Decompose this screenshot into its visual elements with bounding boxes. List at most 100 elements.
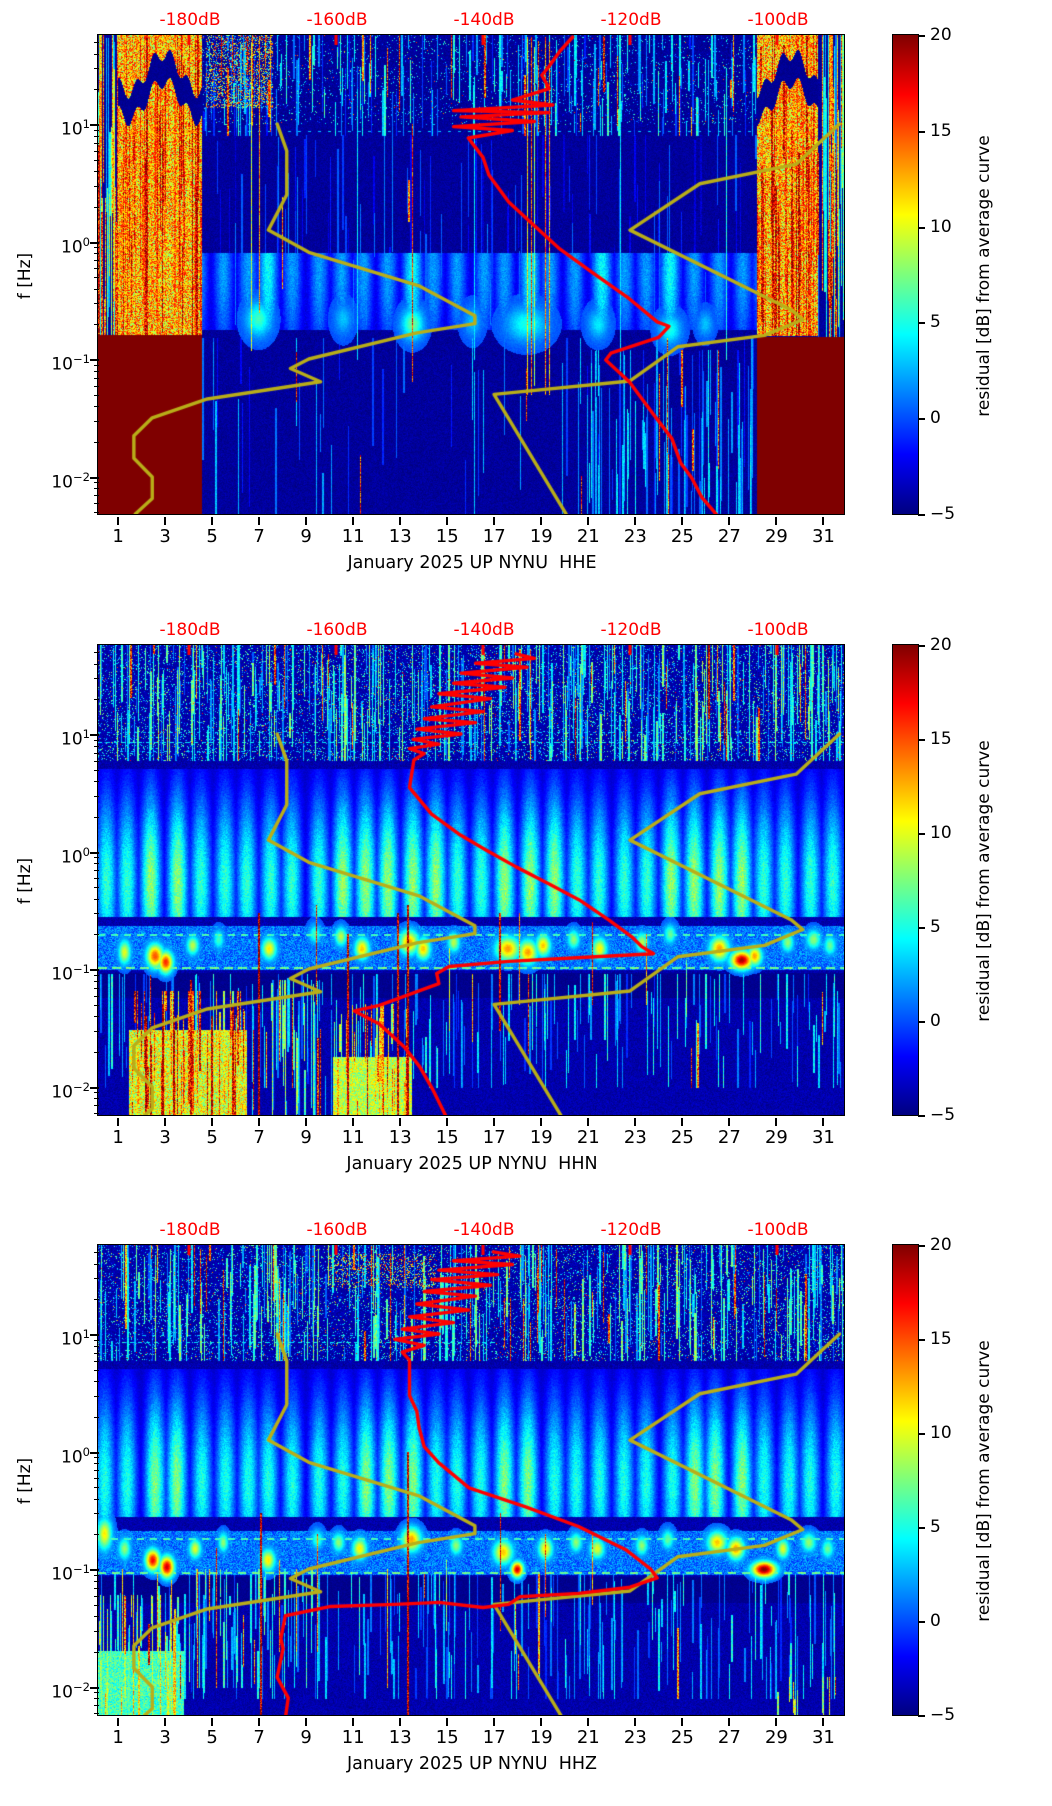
- x-tick-day-1: [117, 1118, 120, 1126]
- y-minor-tick: [94, 1692, 99, 1694]
- colorbar-tick-label-hhz-3: 5: [930, 1517, 941, 1537]
- y-minor-tick: [94, 1252, 99, 1254]
- y-tick-label-hhe-0: 101: [61, 117, 90, 140]
- y-minor-tick: [94, 863, 99, 865]
- y-minor-tick: [94, 752, 99, 754]
- x-tick-label-day-19: 19: [529, 526, 553, 547]
- x-tick-day-3: [164, 1118, 167, 1126]
- y-minor-tick: [94, 1352, 99, 1354]
- colorbar-tick: [918, 1115, 925, 1117]
- y-minor-tick: [94, 1457, 99, 1459]
- colorbar-label-hhn: residual [dB] from average curve: [974, 740, 994, 1022]
- x-tick-label-day-23: 23: [623, 1127, 647, 1148]
- y-major-tick: [90, 851, 99, 854]
- y-minor-tick: [94, 1513, 99, 1515]
- y-minor-tick: [94, 277, 99, 279]
- x-tick-label-day-3: 3: [159, 526, 171, 547]
- y-minor-tick: [94, 1030, 99, 1032]
- x-tick-day-11: [352, 1718, 355, 1726]
- top-axis-db-label-hhn-4: -100dB: [747, 620, 809, 640]
- y-minor-tick: [94, 1416, 99, 1418]
- x-tick-day-15: [446, 517, 449, 525]
- colorbar-tick: [918, 927, 925, 929]
- colorbar-tick-label-hhe-0: 20: [930, 25, 952, 45]
- y-tick-label-hhn-3: 10−2: [51, 1079, 90, 1103]
- top-axis-db-label-hhn-3: -120dB: [600, 620, 662, 640]
- y-minor-tick: [94, 488, 99, 490]
- y-minor-tick: [94, 377, 99, 379]
- x-tick-label-day-9: 9: [300, 526, 312, 547]
- x-tick-label-day-27: 27: [717, 1127, 741, 1148]
- x-tick-label-day-25: 25: [670, 1727, 694, 1748]
- x-tick-day-21: [587, 1718, 590, 1726]
- x-tick-label-day-13: 13: [388, 1727, 412, 1748]
- x-tick-day-13: [399, 1118, 402, 1126]
- y-minor-tick: [94, 206, 99, 208]
- x-tick-day-5: [211, 517, 214, 525]
- x-tick-day-21: [587, 1118, 590, 1126]
- colorbar-tick: [918, 1527, 925, 1529]
- colorbar-tick-label-hhe-1: 15: [930, 120, 952, 141]
- x-tick-day-17: [493, 1118, 496, 1126]
- y-minor-tick: [94, 1595, 99, 1597]
- x-tick-day-7: [258, 1118, 261, 1126]
- y-minor-tick: [94, 1498, 99, 1500]
- x-tick-label-day-29: 29: [764, 526, 788, 547]
- x-tick-label-day-1: 1: [112, 526, 124, 547]
- y-minor-tick: [94, 482, 99, 484]
- x-tick-label-day-31: 31: [811, 1127, 835, 1148]
- x-tick-day-29: [775, 1718, 778, 1726]
- y-minor-tick: [94, 1580, 99, 1582]
- y-tick-label-hhe-1: 100: [61, 234, 90, 258]
- x-tick-label-day-25: 25: [670, 1127, 694, 1148]
- y-minor-tick: [94, 980, 99, 982]
- x-tick-day-11: [352, 1118, 355, 1126]
- colorbar-tick-label-hhn-1: 15: [930, 729, 952, 749]
- y-minor-tick: [94, 150, 99, 152]
- x-tick-day-19: [540, 517, 543, 525]
- x-tick-label-day-27: 27: [717, 1727, 741, 1748]
- y-minor-tick: [94, 1113, 99, 1115]
- y-minor-tick: [94, 1705, 99, 1707]
- x-tick-day-15: [446, 1718, 449, 1726]
- x-tick-label-day-19: 19: [529, 1127, 553, 1148]
- x-tick-label-day-17: 17: [482, 526, 506, 547]
- y-minor-tick: [94, 1098, 99, 1100]
- y-minor-tick: [94, 1299, 99, 1301]
- y-minor-tick: [94, 1534, 99, 1536]
- y-major-tick: [90, 734, 99, 736]
- colorbar-tick-label-hhz-4: 0: [930, 1611, 941, 1631]
- y-minor-tick: [94, 913, 99, 915]
- y-tick-label-hhn-1: 100: [61, 844, 90, 868]
- y-minor-tick: [94, 1651, 99, 1653]
- x-tick-label-day-7: 7: [253, 1127, 265, 1148]
- colorbar-hhz: [892, 1244, 919, 1717]
- x-tick-label-day-5: 5: [206, 526, 218, 547]
- y-tick-label-hhz-3: 10−2: [51, 1679, 90, 1703]
- colorbar-tick: [918, 833, 925, 835]
- y-major-tick: [90, 1686, 99, 1689]
- x-tick-day-13: [399, 517, 402, 525]
- x-tick-day-25: [681, 1118, 684, 1126]
- y-minor-tick: [94, 1587, 99, 1589]
- y-minor-tick: [94, 420, 99, 422]
- y-minor-tick: [94, 739, 99, 741]
- y-minor-tick: [94, 857, 99, 859]
- y-major-tick: [90, 359, 99, 361]
- y-minor-tick: [94, 1360, 99, 1362]
- y-major-tick: [90, 241, 99, 244]
- y-minor-tick: [94, 1616, 99, 1618]
- y-minor-tick: [94, 1470, 99, 1472]
- x-tick-day-19: [540, 1118, 543, 1126]
- colorbar-tick-label-hhn-3: 5: [930, 917, 941, 937]
- colorbar-tick-label-hhn-0: 20: [930, 635, 952, 655]
- y-minor-tick: [94, 995, 99, 997]
- x-tick-day-9: [305, 1718, 308, 1726]
- x-tick-label-day-29: 29: [764, 1127, 788, 1148]
- y-minor-tick: [94, 760, 99, 762]
- y-minor-tick: [94, 394, 99, 396]
- spectrogram-canvas-hhe: [97, 34, 846, 516]
- x-tick-day-23: [634, 1718, 637, 1726]
- y-minor-tick: [94, 185, 99, 187]
